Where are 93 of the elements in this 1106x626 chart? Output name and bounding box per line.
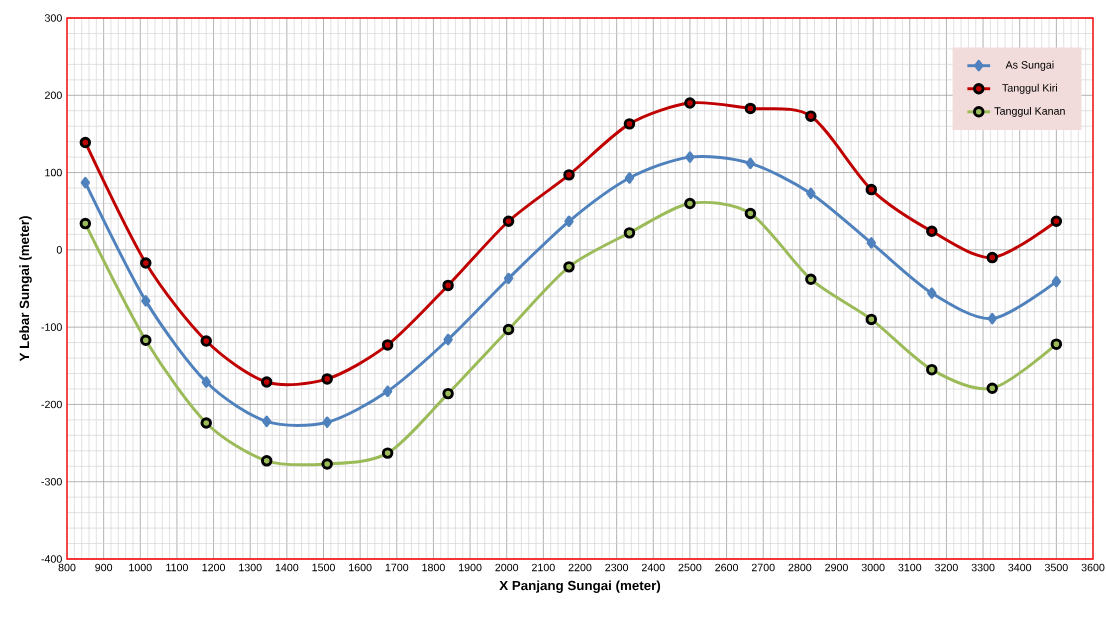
point	[623, 118, 636, 130]
point	[685, 151, 695, 163]
x-tick-label: 3500	[1044, 563, 1068, 572]
point	[927, 287, 937, 299]
y-axis-title: Y Lebar Sungai (meter)	[19, 216, 32, 362]
x-tick-label: 3600	[1081, 563, 1105, 572]
point	[986, 251, 998, 264]
x-tick-label: 2800	[788, 563, 812, 572]
point	[564, 215, 574, 227]
point	[141, 295, 151, 307]
point	[805, 110, 817, 122]
point	[140, 334, 152, 347]
point	[260, 455, 273, 467]
x-tick-label: 1900	[459, 563, 482, 572]
x-tick-label: 3000	[861, 563, 885, 572]
point	[865, 313, 878, 326]
point	[926, 225, 938, 238]
point	[563, 261, 575, 273]
x-tick-label: 2200	[568, 563, 592, 572]
x-tick-label: 2900	[825, 563, 848, 572]
x-tick-label: 2300	[605, 563, 629, 572]
point	[381, 447, 394, 459]
point	[200, 335, 212, 347]
point	[1051, 275, 1062, 288]
y-tick-label: -400	[41, 555, 62, 563]
x-tick-label: 1100	[166, 563, 188, 572]
point	[744, 207, 757, 220]
point	[80, 176, 90, 189]
point	[1050, 338, 1063, 350]
x-axis-title: X Panjang Sungai (meter)	[499, 580, 661, 593]
y-tick-label: 200	[45, 91, 62, 100]
point	[442, 279, 454, 292]
point	[926, 363, 938, 376]
legend-label: Tanggul Kanan	[994, 106, 1065, 117]
x-tick-label: 1700	[385, 563, 409, 572]
x-tick-label: 1200	[202, 563, 226, 572]
point	[262, 415, 272, 428]
x-tick-label: 900	[95, 563, 113, 572]
x-tick-label: 1400	[275, 563, 299, 572]
point	[684, 97, 696, 109]
x-tick-label: 2400	[641, 563, 665, 572]
legend-label: Tanggul Kiri	[1002, 83, 1057, 94]
point	[865, 183, 878, 196]
point	[201, 376, 211, 388]
x-tick-label: 2600	[715, 563, 739, 572]
x-tick-label: 1000	[129, 563, 152, 572]
point	[866, 237, 876, 249]
y-tick-label: 0	[56, 246, 62, 254]
x-tick-label: 1600	[349, 563, 372, 572]
point	[1050, 215, 1063, 227]
y-tick-label: -200	[41, 400, 62, 409]
y-tick-label: -300	[41, 477, 62, 486]
point	[321, 373, 333, 385]
point	[79, 136, 92, 149]
point	[623, 227, 636, 239]
point	[443, 333, 453, 346]
x-tick-label: 3200	[934, 563, 958, 572]
point	[322, 416, 332, 428]
y-tick-label: -100	[41, 323, 62, 331]
point	[321, 458, 333, 470]
point	[200, 417, 212, 429]
point	[140, 257, 152, 269]
point	[503, 272, 514, 285]
point	[744, 102, 757, 115]
x-tick-label: 1300	[239, 563, 262, 572]
point	[382, 385, 393, 398]
point	[381, 339, 394, 351]
point	[624, 172, 635, 184]
point	[502, 323, 515, 336]
point	[745, 157, 756, 170]
point	[442, 387, 454, 400]
x-tick-label: 2500	[678, 563, 702, 572]
point	[563, 169, 575, 181]
point	[986, 382, 998, 394]
point	[260, 376, 273, 388]
x-tick-label: 3300	[971, 563, 995, 572]
x-tick-label: 2100	[532, 563, 555, 572]
point	[502, 215, 515, 227]
point	[805, 273, 817, 285]
y-tick-label: 100	[45, 168, 62, 177]
x-tick-label: 3400	[1008, 563, 1032, 572]
x-tick-label: 2000	[495, 563, 519, 572]
point	[684, 197, 696, 210]
point	[987, 312, 997, 325]
x-tick-label: 800	[58, 563, 76, 572]
x-tick-label: 3100	[898, 563, 922, 572]
point	[79, 217, 92, 230]
x-tick-label: 1500	[312, 563, 335, 572]
point	[806, 187, 816, 200]
y-tick-label: 300	[44, 14, 62, 22]
legend-label: As Sungai	[1005, 60, 1054, 71]
x-tick-label: 2700	[751, 563, 775, 572]
x-tick-label: 1800	[422, 563, 445, 572]
